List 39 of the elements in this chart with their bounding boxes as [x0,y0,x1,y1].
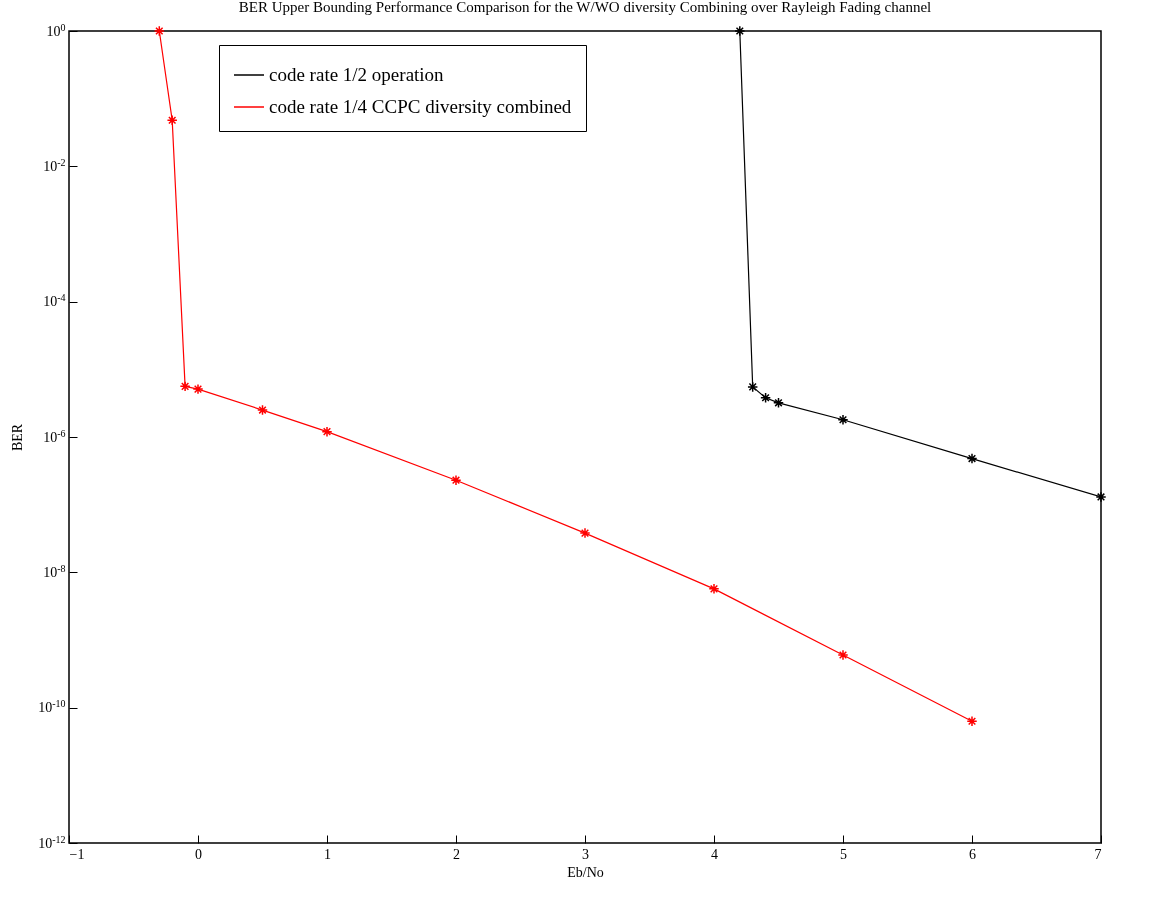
y-tick-label: 10$^{-2}$ [43,156,66,174]
legend-label: code rate 1/2 operation [269,64,445,85]
point [192,383,204,395]
x-tick-label: 7 [1094,846,1102,862]
x-tick-label: 1 [324,846,331,862]
point [166,114,178,126]
chart-title: BER Upper Bounding Performance Comparison for the W/WO diversity Combining over Rayleigh Fading channel [238,0,932,16]
point [760,392,772,404]
y-tick-label: 10$^{0}$ [46,21,66,39]
point [734,25,746,37]
point [579,527,591,539]
x-axis-title: Eb/No [567,864,604,880]
y-tick-label: 10$^{-4}$ [43,291,66,310]
point [708,583,720,595]
x-tick-label: 0 [195,846,202,862]
point [1095,491,1107,503]
y-tick-label: 10$^{-12}$ [38,833,66,851]
y-tick-label: 10$^{-8}$ [43,562,66,580]
point [837,414,849,426]
point [179,380,191,392]
point [257,404,268,416]
x-tick-label: 4 [711,846,718,862]
point [153,25,165,37]
point [966,715,978,727]
x-tick-label: 3 [582,846,589,862]
point [450,474,462,486]
point [966,453,978,465]
x-tick-label: 6 [969,846,976,862]
x-tick-label: 2 [453,846,460,862]
point [321,426,333,438]
x-tick-label: −1 [69,846,85,862]
point [837,649,849,661]
y-axis-title: BER [10,423,26,452]
x-tick-label: 5 [840,846,847,862]
y-tick-label: 10$^{-6}$ [43,427,66,445]
point [747,381,759,393]
y-tick-label: 10$^{-10}$ [38,697,66,716]
point [773,397,784,409]
legend-label: code rate 1/4 CCPC diversity combined [269,96,572,117]
